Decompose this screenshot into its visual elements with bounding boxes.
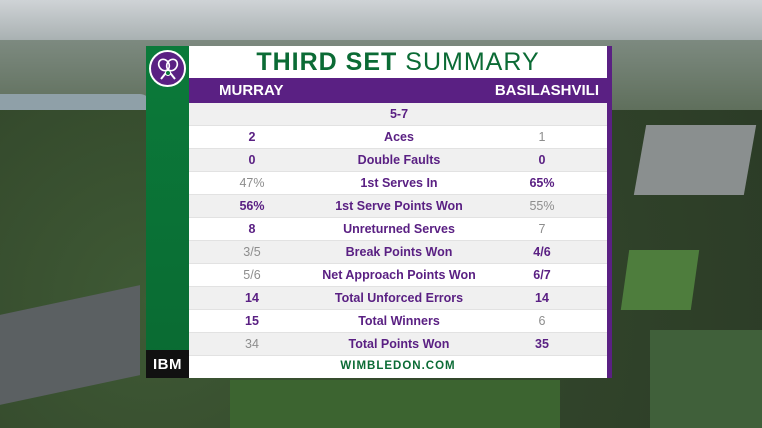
stat-label: 1st Serve Points Won	[335, 199, 463, 213]
left-value: 3/5	[243, 245, 261, 259]
stat-row: 5/6 Net Approach Points Won 6/7	[189, 264, 607, 287]
right-value: 1	[538, 130, 546, 144]
stat-row: 2 Aces 1	[189, 126, 607, 149]
left-value: 14	[245, 291, 259, 305]
stat-label: Double Faults	[357, 153, 441, 167]
stat-row: 0 Double Faults 0	[189, 149, 607, 172]
left-value: 15	[245, 314, 259, 328]
stat-label: Aces	[384, 130, 414, 144]
right-value: 4/6	[533, 245, 551, 259]
left-value: 2	[248, 130, 256, 144]
stat-row: 15 Total Winners 6	[189, 310, 607, 333]
stat-label: Total Unforced Errors	[334, 291, 464, 305]
wimbledon-crossed-rackets-icon	[149, 50, 186, 87]
player-right-name: BASILASHVILI	[494, 82, 599, 99]
grass-court	[620, 250, 700, 310]
right-value: 6	[538, 314, 546, 328]
left-value: 5/6	[243, 268, 261, 282]
player-header: MURRAY BASILASHVILI	[189, 78, 607, 103]
panel-title: THIRD SET SUMMARY	[189, 46, 607, 78]
stat-row: 3/5 Break Points Won 4/6	[189, 241, 607, 264]
sky	[0, 0, 762, 40]
summary-table: THIRD SET SUMMARY MURRAY BASILASHVILI 5-…	[189, 46, 607, 378]
lake	[0, 94, 150, 114]
player-left-name: MURRAY	[219, 82, 284, 99]
left-value: 47%	[239, 176, 265, 190]
set-score: 5-7	[389, 107, 409, 121]
stat-label: Total Winners	[358, 314, 440, 328]
left-value: 8	[248, 222, 256, 236]
right-value: 55%	[529, 199, 555, 213]
title-bold: THIRD SET	[256, 47, 398, 76]
hill-crowd	[230, 380, 560, 428]
stat-row: 47% 1st Serves In 65%	[189, 172, 607, 195]
building	[633, 125, 757, 195]
website-footer: WIMBLEDON.COM	[340, 360, 456, 372]
stat-row: 34 Total Points Won 35	[189, 333, 607, 356]
set-summary-panel: IBM THIRD SET SUMMARY MURRAY BASILASHVIL…	[146, 46, 612, 378]
stat-row: 8 Unreturned Serves 7	[189, 218, 607, 241]
stat-label: Break Points Won	[345, 245, 453, 259]
stat-row: 56% 1st Serve Points Won 55%	[189, 195, 607, 218]
stat-row: 14 Total Unforced Errors 14	[189, 287, 607, 310]
right-value: 65%	[529, 176, 555, 190]
stat-label: Unreturned Serves	[343, 222, 455, 236]
right-value: 6/7	[533, 268, 551, 282]
stat-label: Net Approach Points Won	[322, 268, 476, 282]
stat-label: 1st Serves In	[360, 176, 438, 190]
right-value: 35	[535, 337, 549, 351]
left-value: 0	[248, 153, 256, 167]
set-score-row: 5-7	[189, 103, 607, 126]
right-value: 0	[538, 153, 546, 167]
side-bar: IBM	[146, 46, 189, 378]
right-edge	[607, 46, 612, 378]
title-rest: SUMMARY	[405, 47, 540, 76]
right-value: 14	[535, 291, 549, 305]
lawn	[650, 330, 762, 428]
sponsor-logo: IBM	[146, 350, 189, 378]
left-value: 34	[245, 337, 259, 351]
stat-label: Total Points Won	[348, 337, 450, 351]
right-value: 7	[538, 222, 546, 236]
left-value: 56%	[239, 199, 265, 213]
